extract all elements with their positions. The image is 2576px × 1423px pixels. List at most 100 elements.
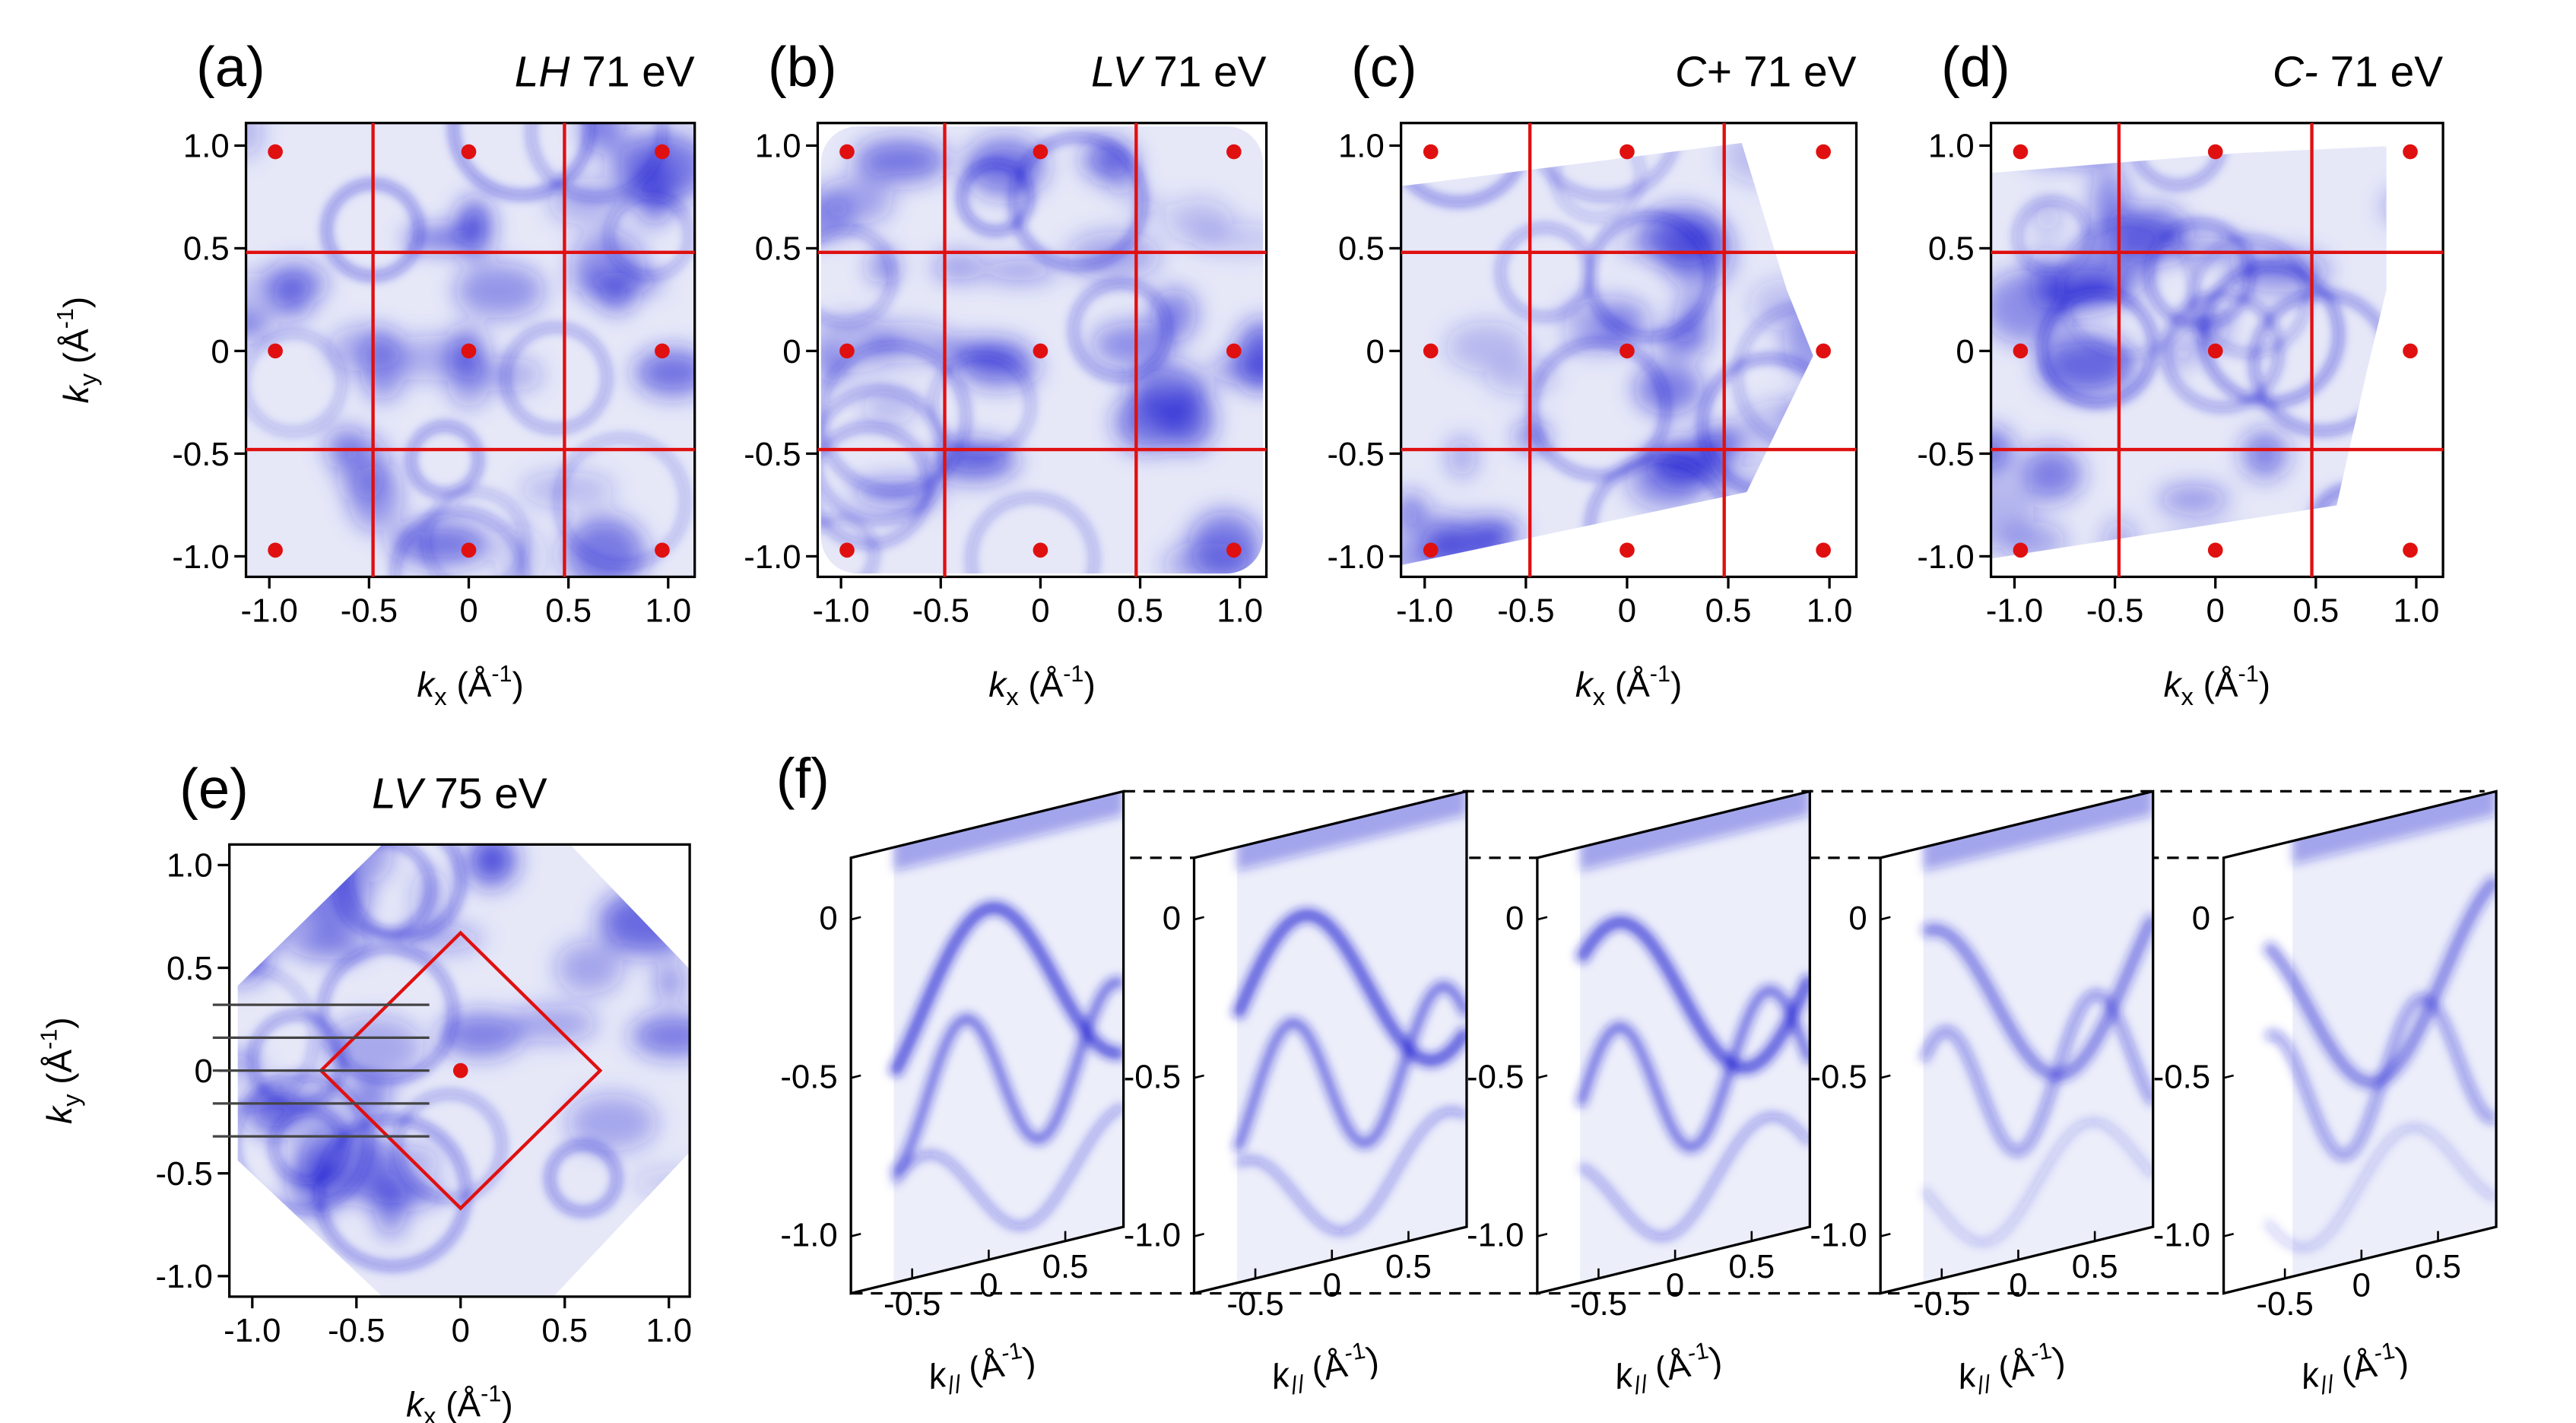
band [1231,909,1467,1067]
map-feature [1163,390,1214,451]
map-ring [1069,278,1172,382]
axis-label: k// (Å-1) [1954,1336,2069,1402]
map-feature [582,122,624,154]
high-symmetry-point [461,542,477,558]
high-symmetry-point [1226,144,1242,160]
high-symmetry-point [655,343,670,359]
map-feature [1662,220,1734,290]
map-feature [237,1053,262,1074]
map-panel: -1.0 -0.5 0 0.5 1.0 1.0 0.5 0 -0.5 -1.0 (c) C+ 71 e… [1327,36,1858,710]
high-symmetry-point [839,343,855,359]
x-tick-label: 0.5 [1385,1248,1432,1285]
axis-label-end: ) [1706,1339,1724,1380]
map-feature [2356,510,2387,559]
high-symmetry-point [2013,144,2029,160]
x-tick-label: 0 [1323,1266,1341,1304]
map-ring [2310,484,2387,559]
y-tick [1880,1232,1891,1237]
x-tick-label: 1.0 [1807,592,1853,629]
x-tick-label: -0.5 [2256,1285,2313,1323]
high-symmetry-point [1033,343,1048,359]
map-feature [980,259,1058,281]
map-feature [290,929,370,960]
cut-panel: 0 -0.5 -1.0 -0.5 0 0.5 k// (Å-1) [2153,789,2498,1399]
x-tick-label: -1.0 [1396,592,1453,629]
map-feature [1999,523,2067,559]
map-ring [2129,146,2227,189]
axis-label: kx (Å-1) [1575,661,1682,710]
band [2264,1123,2497,1252]
y-tick-label: -0.5 [1467,1058,1524,1095]
y-tick-label: -0.5 [1917,436,1974,473]
polarization: LV [372,770,426,818]
band [1921,914,2153,1082]
high-symmetry-point [839,542,855,558]
polarization: LV [1091,49,1145,97]
map-ring [928,351,1036,459]
y-tick-label: 0 [1163,900,1181,937]
map-feature [630,1014,690,1057]
y-tick-label: 0 [1505,900,1524,937]
y-tick-label: 0 [2192,900,2210,937]
x-tick-label: 0 [452,1312,470,1349]
high-symmetry-point [461,144,477,160]
map-ring [1009,133,1147,271]
high-symmetry-point [461,343,477,359]
high-symmetry-point [452,1062,468,1078]
x-tick-label: -0.5 [341,592,398,629]
photon-energy: 71 eV [2330,49,2444,97]
high-symmetry-point [268,144,283,160]
map-ring [966,493,1099,574]
dispersion-image [1919,791,2153,1294]
polarization: LH [515,49,571,97]
x-tick-label: -0.5 [1226,1285,1283,1323]
map-feature [2030,245,2063,310]
y-tick [850,1232,861,1237]
axis-label: k// (Å-1) [925,1336,1039,1402]
axis-label: k// (Å-1) [1611,1336,1726,1402]
high-symmetry-point [2207,542,2223,558]
axis-label-symbol: k [40,1105,79,1124]
band [890,977,1124,1177]
x-tick-label: 0.5 [541,1312,588,1349]
map-ring [554,434,690,570]
high-symmetry-point [1226,343,1242,359]
axis-label: kx (Å-1) [406,1381,512,1423]
map-feature [1830,493,1857,532]
axis-label-unit: (Å [40,1049,79,1094]
map-feature [1163,543,1258,574]
map-feature [2169,344,2197,365]
map-ring [604,191,694,281]
cut-frame [849,789,1125,1295]
y-tick-label: 0.5 [183,230,230,268]
axis-label-unit: (Å [436,1384,481,1423]
axis-label-unit: (Å [447,665,492,704]
y-tick [1537,916,1548,921]
y-tick-label: -1.0 [780,1217,837,1254]
map-panel: -1.0 -0.5 0 0.5 1.0 1.0 0.5 0 -0.5 -1.0 (d) C- 71 e… [1917,36,2444,710]
map-panel: -1.0 -0.5 0 0.5 1.0 1.0 0.5 0 -0.5 -1.0 (a) LH 71 e… [52,36,696,710]
map-feature [1721,142,1807,185]
y-tick-label: -1.0 [1917,538,1974,576]
axis-label-unit: (Å [1642,1345,1693,1391]
cut-panel: 0 -0.5 -1.0 -0.5 0 0.5 k// (Å-1) [1124,789,1468,1399]
map-feature [338,434,390,500]
dispersion-image [888,791,1124,1294]
high-symmetry-point [2403,542,2418,558]
map-feature [2382,187,2387,226]
y-tick-label: -1.0 [1467,1217,1524,1254]
axis-label-symbol: k [1575,665,1594,704]
y-tick-label: 1.0 [755,128,801,165]
axis-label-symbol: k [406,1384,425,1423]
map-feature [250,900,291,934]
y-tick-label: -0.5 [2153,1058,2210,1095]
map-feature [465,844,517,888]
cut-panel: 0 -0.5 -1.0 -0.5 0 0.5 k// (Å-1) [1810,789,2155,1402]
axis-label-unit: (Å [1985,1345,2036,1391]
high-symmetry-point [1816,343,1831,359]
map-feature [2049,146,2126,164]
map-ring [957,159,1034,236]
axis-label: kx (Å-1) [2164,661,2270,710]
x-tick-label: 0.5 [1117,592,1163,629]
